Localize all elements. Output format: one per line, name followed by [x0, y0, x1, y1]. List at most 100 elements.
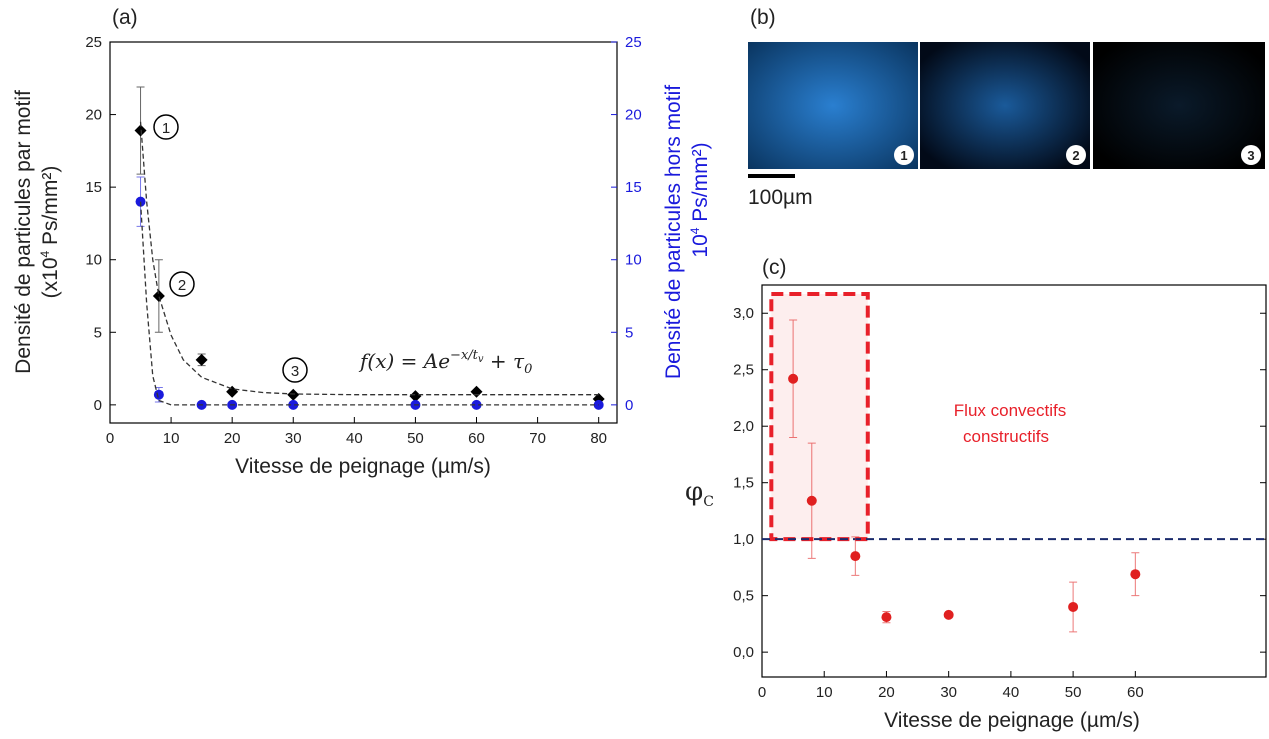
x-tick-label: 80 — [590, 430, 607, 447]
x-tick-label: 50 — [1065, 684, 1082, 701]
x-tick-label: 20 — [878, 684, 895, 701]
marker-label: 1 — [162, 120, 170, 137]
image-marker-label: 3 — [1247, 148, 1254, 163]
point — [471, 399, 482, 410]
y2-axis-label: Densité de particules hors motif — [662, 85, 685, 379]
y2-tick-label: 25 — [625, 34, 642, 51]
x-tick-label: 60 — [1127, 684, 1144, 701]
point — [881, 612, 892, 623]
formula-exp: −x/t — [450, 348, 479, 363]
formula-exp-sub: v — [478, 354, 484, 365]
point — [943, 609, 954, 620]
point — [806, 495, 817, 506]
y-tick-label: 0 — [94, 397, 102, 414]
point — [288, 399, 299, 410]
circle — [282, 357, 308, 383]
x-tick-label: 50 — [407, 430, 424, 447]
circle — [169, 271, 195, 297]
x-tick-label: 60 — [468, 430, 485, 447]
point — [195, 353, 208, 366]
x-tick-label: 0 — [106, 430, 114, 447]
unit-sup: 4 — [38, 250, 52, 257]
panel-label: (b) — [750, 6, 776, 29]
x-tick-label: 10 — [163, 430, 180, 447]
y-axis-label: φC — [685, 477, 714, 510]
circle — [1066, 145, 1086, 165]
panel-label: (a) — [112, 6, 138, 29]
circle — [153, 114, 179, 140]
unit: Ps/mm²) — [689, 142, 712, 227]
point — [850, 551, 861, 562]
annotation: constructifs — [963, 427, 1049, 446]
x-axis-label: Vitesse de peignage (µm/s) — [235, 455, 491, 478]
micrograph — [920, 42, 1090, 169]
symbol-sub: C — [703, 494, 714, 510]
point — [470, 385, 483, 398]
x-tick-label: 0 — [758, 684, 766, 701]
marker-label: 3 — [291, 363, 299, 380]
y-tick-label: 25 — [85, 34, 102, 51]
plot-frame — [761, 284, 1267, 678]
y-tick-label: 2,0 — [733, 418, 754, 435]
unit: (x10 — [39, 257, 62, 298]
y-axis-label: Densité de particules par motif — [12, 90, 35, 374]
y2-tick-label: 10 — [625, 252, 642, 269]
formula-part: + τ — [484, 349, 525, 373]
unit-sup: 4 — [688, 227, 702, 234]
formula-part: f(x) = Ae — [358, 349, 450, 373]
y2-tick-label: 15 — [625, 179, 642, 196]
point — [409, 390, 422, 403]
point — [1130, 569, 1141, 580]
x-tick-label: 40 — [346, 430, 363, 447]
plot-frame — [109, 41, 618, 424]
x-axis-label: Vitesse de peignage (µm/s) — [884, 709, 1140, 732]
micrograph — [1093, 42, 1265, 169]
circled-markers — [153, 114, 308, 383]
y-tick-label: 1,0 — [733, 531, 754, 548]
unit: Ps/mm²) — [39, 166, 62, 251]
x-tick-label: 30 — [940, 684, 957, 701]
y-tick-label: 5 — [94, 324, 102, 341]
fit-curve — [139, 201, 599, 406]
point — [153, 389, 164, 400]
circle — [1241, 145, 1261, 165]
y-tick-label: 3,0 — [733, 305, 754, 322]
y-tick-label: 1,5 — [733, 475, 754, 492]
y-tick-label: 15 — [85, 179, 102, 196]
x-tick-label: 70 — [529, 430, 546, 447]
x-tick-label: 30 — [285, 430, 302, 447]
y-tick-label: 10 — [85, 252, 102, 269]
y2-axis-label-unit: 104 Ps/mm²) — [688, 142, 712, 257]
x-tick-label: 10 — [816, 684, 833, 701]
point — [1068, 601, 1079, 612]
symbol: φ — [685, 477, 703, 507]
panel-label: (c) — [762, 256, 787, 279]
annotation: Flux convectifs — [954, 401, 1066, 420]
fit-curve — [139, 121, 599, 396]
formula: f(x) = Ae−x/tv + τ0 — [358, 348, 532, 377]
image-marker-label: 2 — [1072, 148, 1079, 163]
formula-sub: 0 — [524, 362, 532, 377]
point — [134, 124, 147, 137]
y-axis-label-unit: (x104 Ps/mm²) — [38, 166, 62, 299]
micrograph — [748, 42, 918, 169]
x-tick-label: 20 — [224, 430, 241, 447]
x-tick-label: 40 — [1003, 684, 1020, 701]
y2-tick-label: 5 — [625, 324, 633, 341]
highlight-region — [769, 292, 870, 542]
y2-tick-label: 0 — [625, 397, 633, 414]
marker-label: 2 — [178, 277, 186, 294]
point — [287, 388, 300, 401]
point — [788, 373, 799, 384]
circle — [894, 145, 914, 165]
y-tick-label: 20 — [85, 107, 102, 124]
y-tick-label: 2,5 — [733, 362, 754, 379]
y-tick-label: 0,0 — [733, 644, 754, 661]
image-markers — [894, 145, 1261, 165]
y2-tick-label: 20 — [625, 107, 642, 124]
scale-bar-label: 100µm — [748, 186, 813, 209]
y-tick-label: 0,5 — [733, 588, 754, 605]
unit: 10 — [689, 234, 712, 257]
image-marker-label: 1 — [900, 148, 907, 163]
